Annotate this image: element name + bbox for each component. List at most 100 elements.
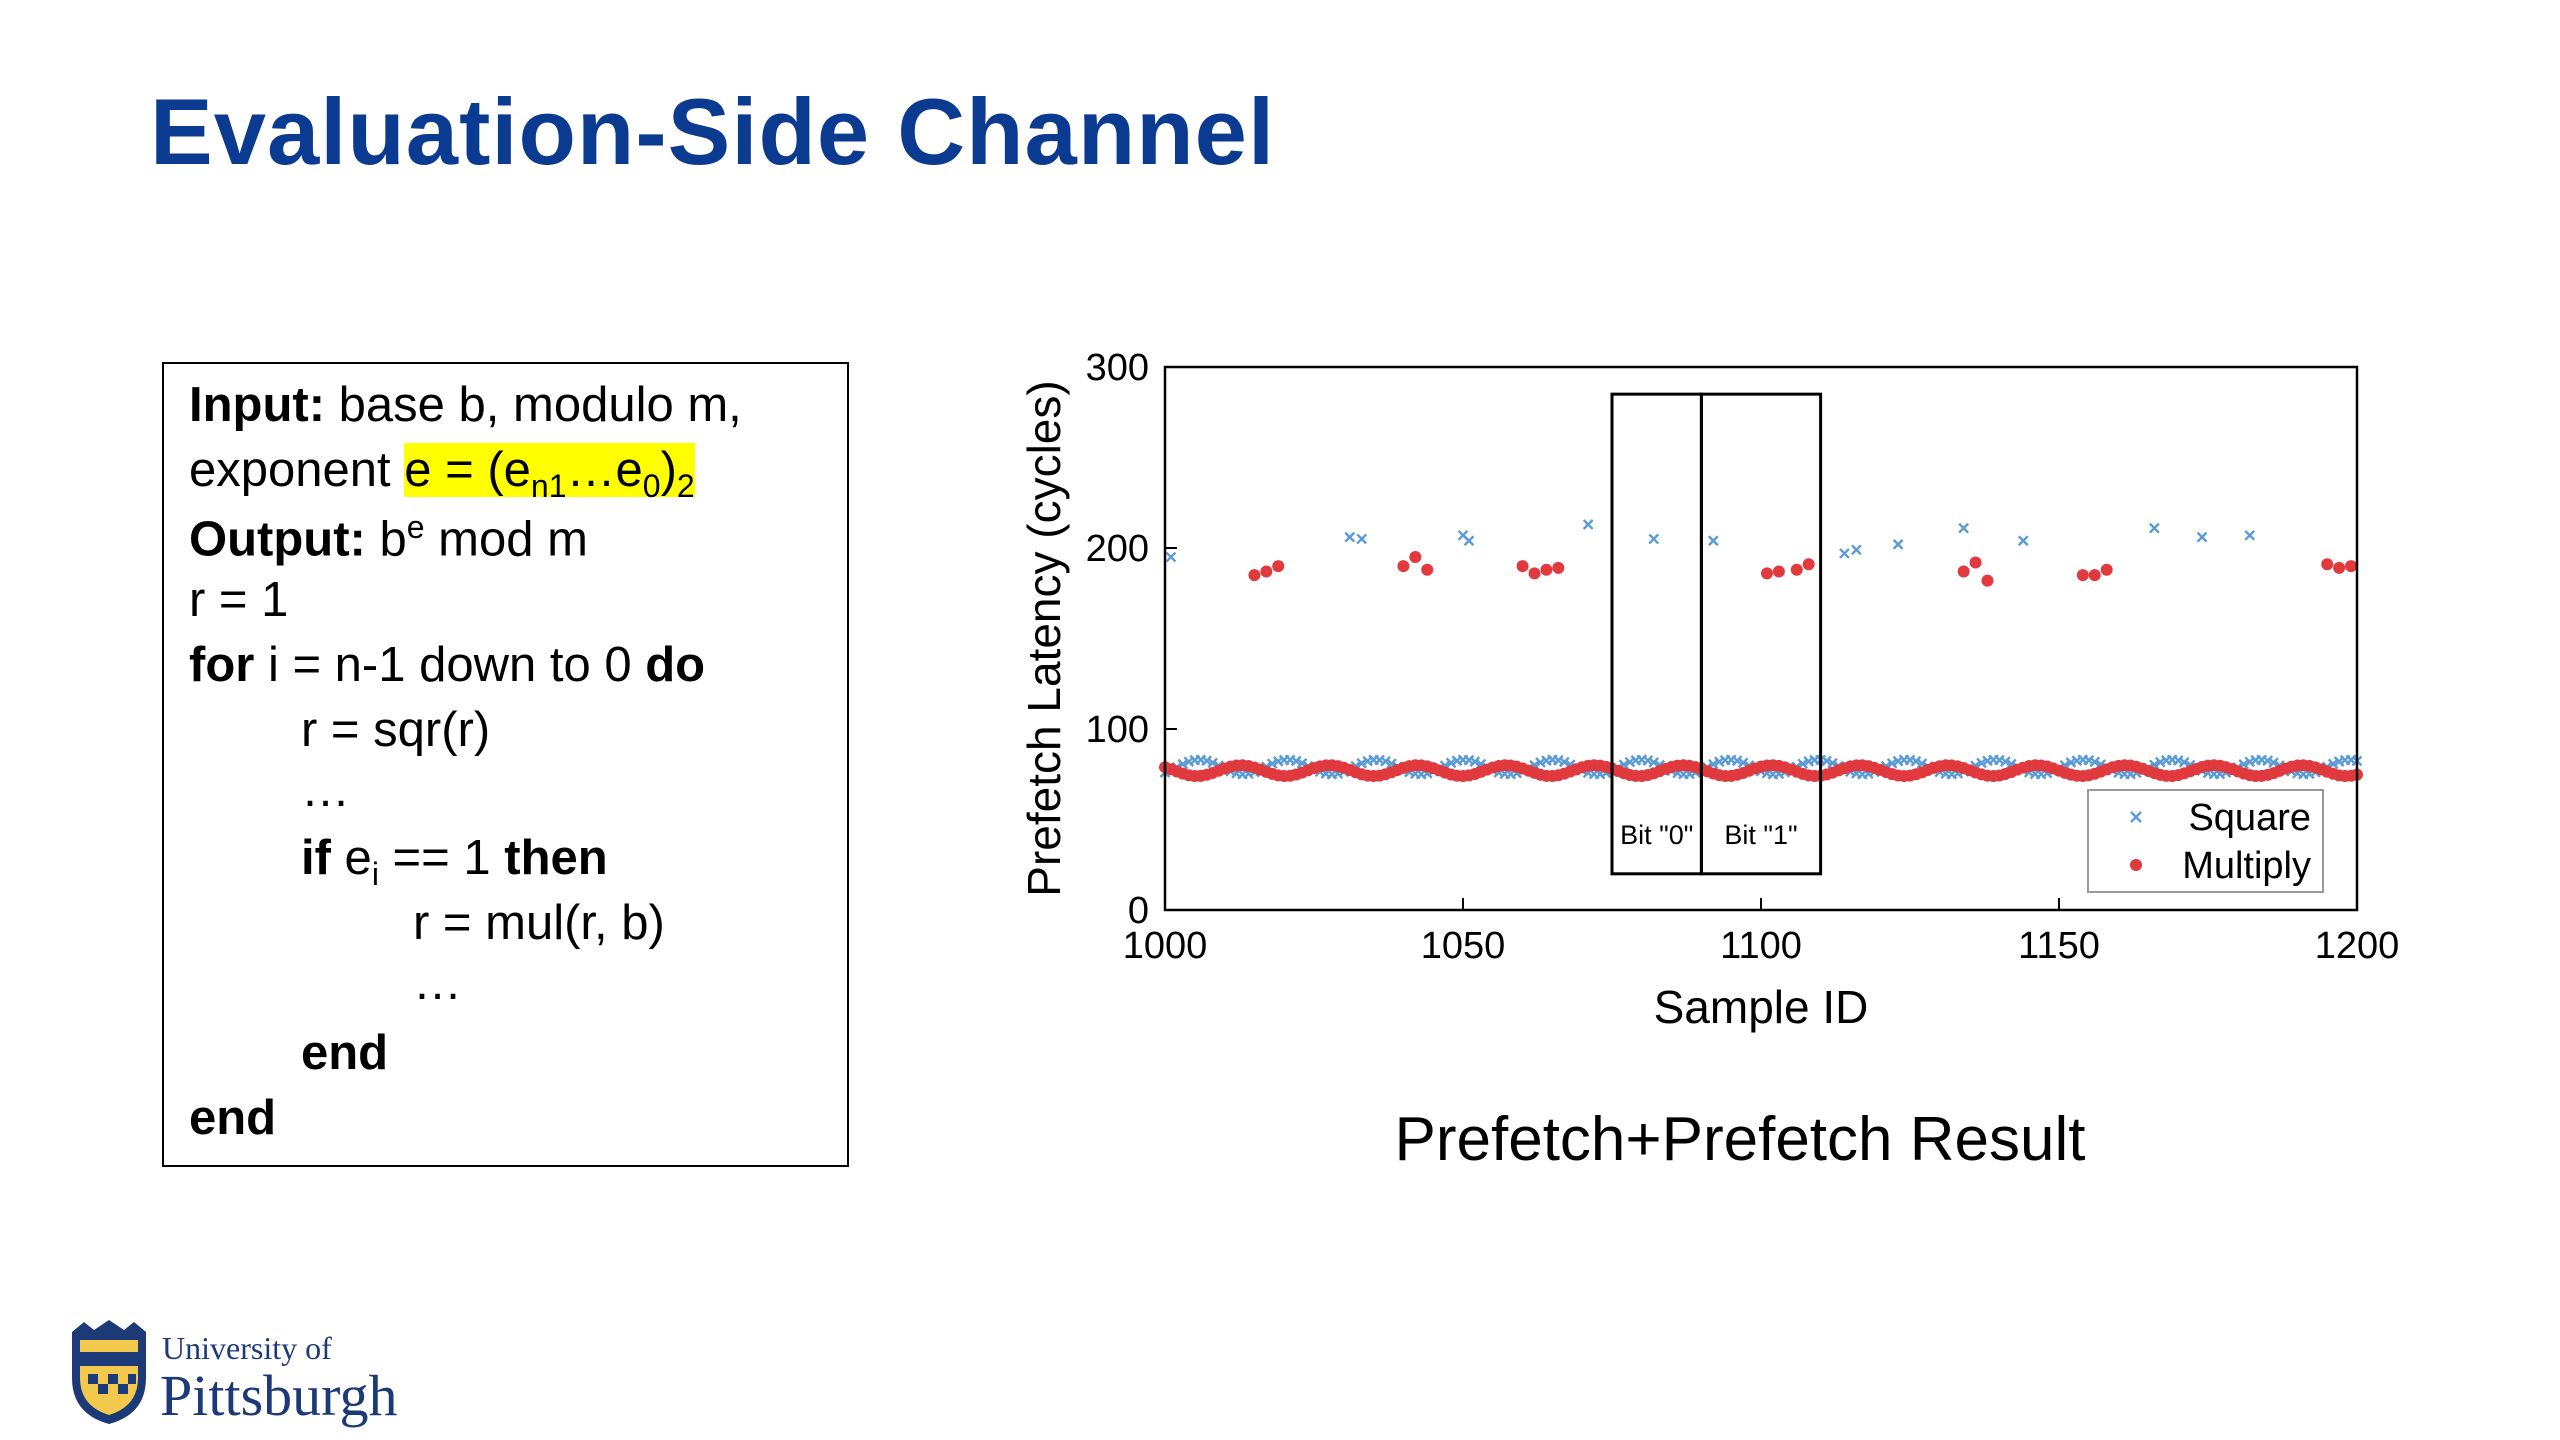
y-tick-label: 0 [1128,890,1149,932]
algo-init-line: r = 1 [189,573,289,627]
multiply-point [1516,560,1529,573]
square-point [1851,544,1862,556]
square-point [2178,756,2190,768]
square-point [1463,535,1475,547]
bit-annotation-box [1610,392,1703,876]
square-point [1648,533,1660,545]
input-keyword: Input: [189,378,326,432]
legend-box [2087,789,2324,893]
square-point [1344,531,1356,543]
multiply-point [1248,569,1261,582]
square-point [2065,757,2077,768]
square-point [2154,756,2166,768]
y-axis-label: Prefetch Latency (cycles) [1018,380,1070,896]
multiply-point [1397,560,1410,573]
exponent-part-a: e = (e [404,443,531,497]
square-point [1910,755,1922,767]
legend-multiply-icon [2130,859,2142,871]
bit-annotation-box [1699,392,1823,876]
output-b: b [365,512,407,567]
slide-title: Evaluation-Side Channel [150,79,1276,184]
square-point [1356,757,1368,769]
chart-annotations: Bit "0" Bit "1" [1610,392,1823,876]
square-point [1356,533,1368,545]
square-point [1558,756,1570,768]
algo-input-line: Input: base b, modulo m, [189,381,742,430]
square-point [1445,757,1457,769]
square-point [1642,755,1654,766]
square-point [1976,757,1987,769]
algo-for-line: for i = n-1 down to 0 do [189,641,705,690]
square-point [2262,755,2273,767]
multiply-point [1760,567,1773,580]
bit-annotation-label: Bit "0" [1620,820,1693,850]
exponent-sub-n1: n1 [530,467,567,504]
for-text: i = n-1 down to 0 [254,638,646,692]
square-point [1469,756,1481,767]
multiply-point [1272,560,1285,573]
square-point [1731,755,1743,767]
chart-axes-text: 1000 1050 1100 1150 1200 0 100 200 300 Sample ID P… [1018,347,2399,1033]
square-point [1821,755,1832,767]
exponent-part-c: ) [660,443,677,497]
then-keyword: then [504,831,608,885]
multiply-point [1540,563,1553,576]
if-keyword: if [301,831,331,885]
algo-exponent-line: exponent e = (en1…e0)2 [189,443,695,504]
output-rest: mod m [424,512,588,567]
square-point [1958,522,1969,534]
square-point [1165,551,1177,563]
algo-ellipsis-1: … [301,763,350,817]
chart-points [1159,519,2363,783]
square-point [1624,756,1636,768]
inner-end-keyword: end [301,1026,389,1080]
algo-ellipsis-2: … [413,956,462,1010]
square-point [1582,519,1594,530]
square-point [2244,529,2256,541]
if-text: == 1 [378,831,505,885]
algo-sqr-line: r = sqr(r) [301,703,491,757]
output-keyword: Output: [189,512,366,567]
algo-if-line: if ei == 1 then [301,834,608,890]
multiply-point [2076,569,2089,582]
multiply-point [2088,569,2101,582]
square-point [2017,535,2029,547]
multiply-point [1421,563,1434,576]
square-point [2089,756,2101,768]
multiply-point [2345,560,2358,573]
for-keyword: for [189,638,255,692]
y-tick-label: 100 [1086,709,1149,751]
square-point [1380,755,1391,767]
square-point [1892,539,1904,550]
exponent-part-b: …e [566,443,643,497]
x-tick-label: 1000 [1123,925,1208,967]
exponent-sub-2: 2 [676,467,695,504]
x-axis-label: Sample ID [1654,981,1869,1033]
bit-annotation-label: Bit "1" [1724,820,1797,850]
y-tick-label: 300 [1086,347,1149,389]
multiply-point [1772,565,1785,578]
x-tick-label: 1100 [1720,925,1802,967]
legend-label: Multiply [2182,845,2311,887]
if-sub: i [371,855,379,892]
chart-caption: Prefetch+Prefetch Result [1394,1105,2086,1174]
multiply-point [2100,563,2113,576]
square-point [1648,756,1660,768]
square-point [1886,758,1898,769]
output-sup: e [406,509,425,545]
exponent-prefix: exponent [189,443,405,497]
multiply-point [1790,563,1803,576]
multiply-point [2333,561,2346,574]
university-logo: University of Pittsburgh [64,1318,424,1428]
chart-legend: Square Multiply [2087,789,2324,893]
square-point [2172,755,2184,766]
multiply-point [1802,558,1815,571]
if-e: e [330,831,372,885]
algorithm-box: Input: base b, modulo m, exponent e = (e… [162,362,849,1167]
multiply-point [1957,565,1970,578]
outer-end-keyword: end [189,1091,277,1145]
logo-line-2: Pittsburgh [160,1363,398,1428]
multiply-point [1260,565,1273,578]
x-tick-label: 1050 [1421,925,1506,967]
